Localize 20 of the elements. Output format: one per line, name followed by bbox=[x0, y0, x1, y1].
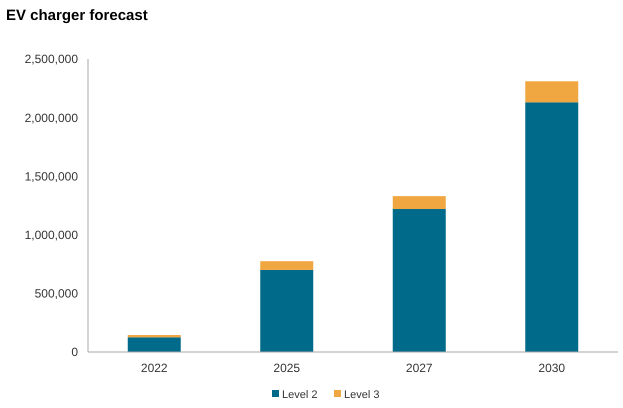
y-tick-label: 0 bbox=[71, 345, 78, 360]
legend-label: Level 2 bbox=[282, 389, 318, 401]
y-tick-label: 500,000 bbox=[34, 286, 78, 301]
y-tick-label: 1,500,000 bbox=[24, 169, 78, 184]
bar bbox=[525, 81, 578, 102]
x-tick-label: 2025 bbox=[273, 361, 300, 375]
y-tick-label: 1,000,000 bbox=[24, 228, 78, 242]
bar bbox=[392, 196, 446, 210]
legend-label: Level 3 bbox=[344, 389, 380, 401]
bar bbox=[260, 261, 314, 270]
y-tick-label: 2,500,000 bbox=[24, 52, 78, 66]
bar bbox=[128, 337, 181, 352]
x-tick-label: 2027 bbox=[406, 361, 433, 375]
chart-title: EV charger forecast bbox=[6, 7, 148, 24]
bar bbox=[260, 270, 314, 352]
x-tick-label: 2030 bbox=[538, 361, 566, 375]
bar bbox=[392, 209, 446, 352]
bar bbox=[525, 102, 578, 352]
x-tick-label: 2022 bbox=[140, 361, 168, 375]
y-tick-label: 2,000,000 bbox=[24, 110, 78, 125]
